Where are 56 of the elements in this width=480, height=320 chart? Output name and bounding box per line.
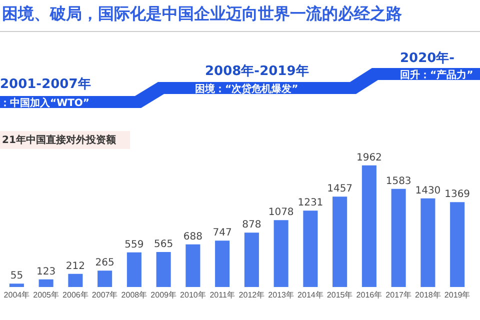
bar xyxy=(98,270,112,287)
bar xyxy=(274,220,288,287)
x-tick-label: 2014年 xyxy=(298,290,324,300)
x-tick-label: 2017年 xyxy=(386,290,412,300)
data-label: 212 xyxy=(66,260,85,272)
x-tick-label: 2019年 xyxy=(444,290,470,300)
x-tick-label: 2011年 xyxy=(210,290,235,300)
data-label: 265 xyxy=(95,258,114,269)
bar xyxy=(215,240,230,287)
bar xyxy=(332,196,348,287)
text: 2001-2007年 xyxy=(0,77,91,92)
chart-title: 困境、破局，国际化是中国企业迈向世界一流的必经之路 xyxy=(2,4,402,25)
x-tick-label: 2005年 xyxy=(33,290,59,300)
bar xyxy=(450,202,465,287)
bar xyxy=(186,244,200,287)
bar xyxy=(303,210,318,287)
data-label: 1962 xyxy=(356,152,382,164)
bar xyxy=(391,188,406,287)
bar xyxy=(244,232,259,287)
bar xyxy=(420,198,436,287)
x-tick-label: 2015年 xyxy=(326,290,353,300)
x-tick-label: 2008年 xyxy=(121,290,148,300)
data-label: 123 xyxy=(36,266,56,278)
x-tick-label: 2010年 xyxy=(180,290,206,300)
data-label: 565 xyxy=(154,238,174,250)
data-label: 559 xyxy=(124,239,144,250)
bar xyxy=(126,252,142,287)
x-tick-label: 2007年 xyxy=(92,290,118,300)
x-tick-label: 2009年 xyxy=(150,290,176,300)
x-tick-label: 2016年 xyxy=(356,290,382,300)
data-label: 1078 xyxy=(268,207,294,218)
bar xyxy=(68,274,83,287)
text: 2020年- xyxy=(400,51,455,66)
data-label: 1231 xyxy=(298,198,324,209)
x-tick-label: 2013年 xyxy=(268,290,294,300)
data-label: 1369 xyxy=(444,189,470,200)
x-tick-label: 2012年 xyxy=(238,290,265,300)
text: ：中国加入“WTO” xyxy=(0,97,90,109)
data-label: 688 xyxy=(183,231,202,242)
data-label: 1430 xyxy=(415,185,441,196)
text: 困境：“次贷危机爆发” xyxy=(195,83,298,95)
x-tick-label: 2006年 xyxy=(62,290,88,300)
x-tick-label: 2004年 xyxy=(4,290,30,300)
bar xyxy=(362,165,376,287)
text: 2008年-2019年 xyxy=(205,64,309,79)
x-tick-label: 2018年 xyxy=(415,290,441,300)
data-label: 1457 xyxy=(327,184,353,195)
data-label: 747 xyxy=(212,228,232,239)
data-label: 1583 xyxy=(386,176,412,187)
bar xyxy=(156,252,171,287)
data-label: 55 xyxy=(10,270,24,282)
bar xyxy=(38,279,54,287)
chart-subtitle: 21年中国直接对外投资额 xyxy=(0,131,130,149)
data-label: 878 xyxy=(242,220,262,231)
text: 回升：“产品力” xyxy=(400,69,474,81)
bar xyxy=(9,284,24,287)
